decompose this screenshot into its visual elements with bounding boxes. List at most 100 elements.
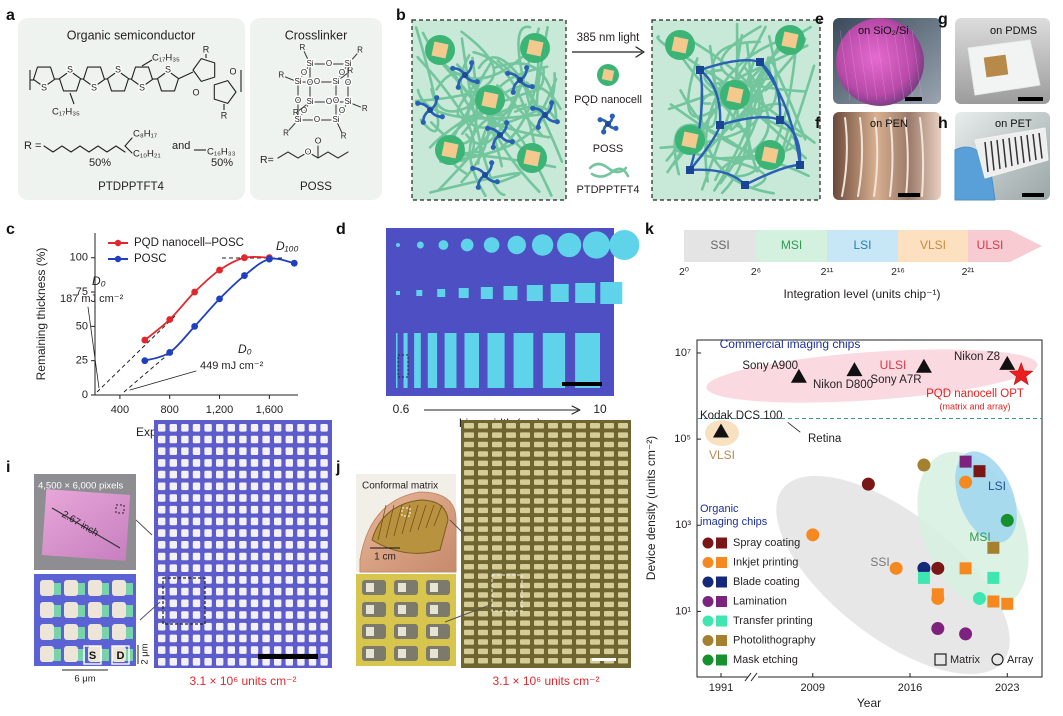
- pixel: [604, 526, 614, 532]
- pixel: [297, 541, 305, 549]
- annotation: D₁₀₀: [276, 239, 299, 253]
- matrix-line: [385, 504, 395, 539]
- pixel: [181, 470, 189, 479]
- data-point: [141, 336, 149, 344]
- pixel: [181, 564, 189, 572]
- pixel: [520, 517, 530, 523]
- pixel: [227, 587, 235, 596]
- electrode: [112, 580, 126, 596]
- pixel: [464, 601, 474, 608]
- pixel: [262, 541, 270, 549]
- scale-bar: [905, 97, 922, 101]
- pixel: [169, 552, 177, 561]
- pixel: [590, 451, 600, 457]
- axis-break: [750, 672, 758, 682]
- legend-label: Matrix: [950, 654, 980, 666]
- pixel: [192, 447, 201, 455]
- pixel: [227, 634, 235, 643]
- pixel: [590, 573, 600, 579]
- electrode: [430, 627, 438, 636]
- pixel: [576, 573, 586, 579]
- crosslinker-end: [535, 124, 541, 130]
- legend-marker: [716, 635, 727, 646]
- pixel: [506, 582, 516, 589]
- pattern-dot: [507, 235, 526, 255]
- device-strip: [1020, 135, 1025, 164]
- pixel: [320, 470, 328, 479]
- pixel: [492, 601, 502, 608]
- arrow-head: [571, 405, 581, 415]
- electrode: [112, 602, 126, 618]
- pixel: [158, 505, 166, 514]
- polymer-strand: [667, 77, 777, 111]
- pixel: [320, 505, 328, 514]
- panel-label: a: [6, 7, 15, 24]
- atom-label: O: [326, 59, 332, 68]
- group-title: Commercial imaging chips: [720, 337, 861, 351]
- atom-label: S: [115, 64, 121, 74]
- electrode: [64, 580, 78, 596]
- data-point: [790, 368, 807, 383]
- pixel: [478, 441, 488, 448]
- highlight-box: [111, 645, 130, 665]
- pixel: [534, 423, 544, 429]
- panel-label: b: [396, 7, 406, 24]
- pixel: [618, 629, 628, 636]
- quantum-dot: [726, 86, 744, 104]
- segment-label: MSI: [781, 238, 802, 252]
- pixel: [158, 447, 166, 455]
- crosslinker-end: [439, 114, 445, 120]
- crosslinker-core: [482, 172, 488, 178]
- pixel: [274, 634, 282, 643]
- pixel: [320, 494, 328, 502]
- pixel: [464, 423, 474, 429]
- data-point: [265, 255, 273, 263]
- pixel: [308, 517, 317, 526]
- pixel: [590, 592, 600, 598]
- legend-label: Photolithography: [733, 634, 816, 646]
- crosslinker-end: [554, 119, 560, 125]
- pixel: [204, 552, 212, 561]
- pixel: [492, 441, 502, 448]
- pixel: [169, 587, 177, 596]
- polymer-strand: [416, 88, 547, 120]
- pixel: [181, 541, 189, 549]
- pixel: [308, 634, 317, 643]
- panel-label: d: [336, 221, 346, 238]
- annotation: D₀: [238, 342, 252, 356]
- pixel: [534, 535, 544, 542]
- channel: [77, 583, 85, 595]
- atom-label: Si: [332, 115, 339, 124]
- pixel: [297, 529, 305, 537]
- pixel: [227, 646, 235, 654]
- pixel: [618, 526, 628, 532]
- side-chain: C₁₀H₂₁: [133, 149, 161, 160]
- pixel: [520, 526, 530, 532]
- pixel: [297, 482, 305, 491]
- pixel: [478, 479, 488, 485]
- legend-marker: [702, 615, 714, 627]
- pixel: [216, 646, 224, 654]
- pixel: [297, 599, 305, 608]
- polymer-strand: [679, 44, 718, 129]
- pixel: [520, 441, 530, 448]
- pixel: [158, 435, 166, 444]
- pixel: [158, 459, 166, 467]
- pixel: [464, 460, 474, 467]
- bond: [284, 76, 299, 83]
- pixel: [250, 646, 259, 654]
- pixel: [618, 639, 628, 645]
- pixel: [506, 535, 516, 542]
- pixel: [590, 545, 600, 551]
- pixel: [492, 526, 502, 532]
- pixel: [590, 488, 600, 495]
- pixel: [520, 611, 530, 617]
- legend-marker: [716, 576, 727, 588]
- reference-label: Retina: [808, 433, 842, 445]
- pixel: [590, 535, 600, 542]
- electrode: [40, 580, 54, 596]
- scale-segment: [968, 230, 1042, 262]
- data-point: [959, 455, 972, 468]
- pixel: [216, 634, 224, 643]
- pixel: [204, 646, 212, 654]
